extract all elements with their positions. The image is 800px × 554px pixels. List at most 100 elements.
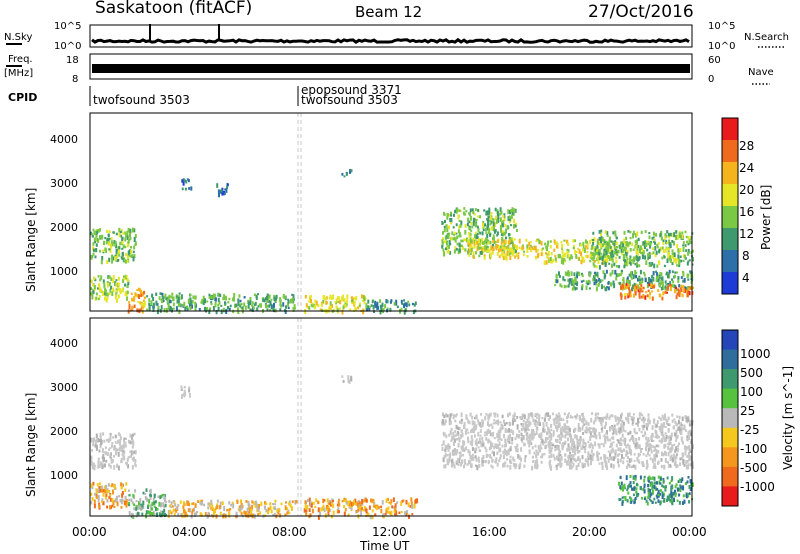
- data-cell: [632, 481, 635, 485]
- velocity-ytick: 2000: [50, 425, 78, 438]
- data-cell: [518, 455, 521, 460]
- data-cell: [625, 285, 628, 289]
- data-cell: [594, 418, 597, 422]
- data-cell: [223, 296, 226, 301]
- data-cell: [619, 458, 622, 463]
- data-cell: [159, 495, 162, 500]
- data-cell: [496, 231, 499, 235]
- data-cell: [476, 241, 479, 246]
- data-cell: [671, 240, 674, 243]
- data-cell: [646, 442, 649, 448]
- data-cell: [337, 500, 340, 504]
- data-cell: [647, 253, 650, 258]
- data-cell: [623, 438, 626, 444]
- data-cell: [490, 445, 492, 450]
- data-cell: [487, 246, 490, 249]
- data-cell: [109, 434, 112, 440]
- data-cell: [305, 303, 308, 308]
- data-cell: [104, 485, 106, 489]
- data-cell: [123, 441, 126, 446]
- data-cell: [574, 447, 577, 452]
- data-cell: [504, 428, 507, 433]
- colorbar-swatch: [722, 388, 738, 409]
- data-cell: [637, 422, 639, 427]
- data-cell: [619, 447, 622, 453]
- data-cell: [566, 420, 569, 424]
- data-cell: [492, 234, 495, 238]
- data-cell: [470, 247, 473, 252]
- data-cell: [490, 456, 493, 459]
- data-cell: [634, 244, 637, 249]
- data-cell: [450, 462, 453, 468]
- data-cell: [686, 240, 689, 244]
- data-cell: [647, 439, 650, 443]
- data-cell: [448, 417, 451, 423]
- data-cell: [133, 456, 135, 461]
- data-cell: [272, 506, 275, 510]
- data-cell: [658, 426, 661, 430]
- data-cell: [361, 499, 364, 504]
- data-cell: [93, 499, 96, 505]
- data-cell: [617, 273, 620, 278]
- data-cell: [471, 455, 474, 461]
- data-cell: [670, 492, 673, 495]
- data-cell: [102, 488, 105, 493]
- data-cell: [479, 251, 482, 255]
- data-cell: [641, 496, 644, 500]
- data-cell: [123, 437, 126, 440]
- data-cell: [326, 506, 329, 509]
- data-cell: [633, 500, 636, 505]
- data-cell: [524, 424, 527, 429]
- data-cell: [108, 257, 111, 263]
- data-cell: [600, 442, 603, 445]
- data-cell: [97, 275, 100, 278]
- data-cell: [257, 513, 260, 516]
- data-cell: [568, 454, 571, 459]
- data-cell: [398, 511, 401, 514]
- data-cell: [288, 500, 291, 504]
- velocity-scatter-layer: [90, 375, 694, 520]
- data-cell: [570, 446, 573, 451]
- nsky-tick-bottom: 10^0: [54, 41, 81, 52]
- data-cell: [568, 412, 571, 415]
- data-cell: [441, 245, 444, 249]
- data-cell: [324, 297, 327, 301]
- data-cell: [478, 437, 481, 443]
- data-cell: [367, 305, 370, 309]
- data-cell: [590, 247, 593, 251]
- data-cell: [540, 460, 543, 464]
- x-tick: 20:00: [572, 525, 607, 539]
- data-cell: [156, 303, 159, 306]
- data-cell: [204, 512, 207, 516]
- data-cell: [615, 251, 618, 254]
- data-cell: [104, 287, 107, 293]
- data-cell: [217, 303, 220, 307]
- data-cell: [647, 256, 650, 259]
- data-cell: [570, 465, 573, 470]
- power-colorbar-frame: [721, 117, 739, 295]
- data-cell: [505, 450, 508, 455]
- data-cell: [667, 451, 670, 457]
- data-cell: [553, 248, 556, 252]
- data-cell: [287, 306, 290, 309]
- data-cell: [674, 485, 677, 489]
- data-cell: [610, 414, 613, 417]
- data-cell: [122, 232, 125, 235]
- data-cell: [256, 504, 259, 510]
- data-cell: [326, 508, 328, 511]
- data-cell: [676, 464, 679, 468]
- data-cell: [356, 501, 359, 506]
- data-cell: [155, 300, 158, 306]
- data-cell: [585, 280, 588, 284]
- data-cell: [355, 295, 358, 301]
- data-cell: [614, 449, 617, 454]
- data-cell: [124, 237, 127, 242]
- data-cell: [658, 260, 660, 264]
- data-cell: [550, 436, 553, 441]
- data-cell: [591, 446, 594, 450]
- data-cell: [111, 242, 114, 247]
- data-cell: [143, 296, 146, 300]
- data-cell: [504, 247, 507, 251]
- data-cell: [619, 273, 622, 276]
- data-cell: [612, 254, 615, 258]
